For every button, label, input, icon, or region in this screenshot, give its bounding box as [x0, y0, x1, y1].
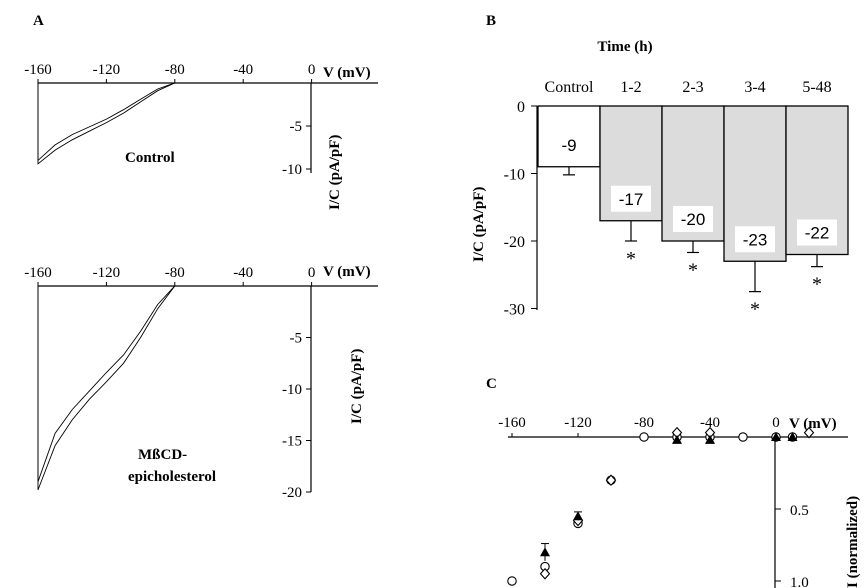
point-diamond — [803, 426, 815, 439]
current-trace-2 — [37, 82, 329, 162]
y-tick-label: -15 — [282, 434, 302, 450]
value-label-box — [797, 219, 837, 246]
x-tick-label: -40 — [233, 265, 253, 281]
panel-c-label: C — [486, 376, 497, 392]
value-label: -22 — [805, 224, 830, 243]
category-label: 5-48 — [802, 79, 831, 96]
significance-marker: * — [812, 274, 822, 296]
current-trace-2 — [37, 285, 329, 482]
y-tick-label: -5 — [290, 119, 303, 135]
y-axis-label: I/C (pA/pF) — [327, 135, 343, 210]
significance-marker: * — [688, 259, 698, 281]
annotation-line-1: MßCD- — [138, 447, 187, 463]
x-tick-label: -40 — [233, 62, 253, 78]
x-tick-label: 0 — [308, 265, 316, 281]
x-tick-label: -40 — [700, 415, 720, 431]
y-tick-label: 0.5 — [790, 503, 809, 519]
x-tick-label: -160 — [498, 415, 526, 431]
current-trace-1 — [37, 82, 329, 165]
y-tick-label: -10 — [282, 162, 302, 178]
annotation-mbcd: MßCD- epicholesterol — [128, 447, 216, 485]
chart-a-control: -160 -120 -80 -40 0 -5 -10 V (mV) I/C (pA/pF)… — [24, 62, 378, 210]
category-label: 2-3 — [682, 79, 703, 96]
x-tick-label: -160 — [24, 62, 52, 78]
chart-c-scatter: -160 -120 -80 -40 0 0.5 1.0 V (mV) I (normali… — [498, 415, 861, 588]
x-tick-label: -80 — [165, 62, 185, 78]
y-tick-label: -5 — [290, 331, 303, 347]
point-triangle — [540, 547, 550, 557]
x-tick-label: -120 — [564, 415, 592, 431]
value-label-box — [611, 185, 651, 212]
x-tick-label: 0 — [308, 62, 316, 78]
annotation-control: Control — [125, 150, 175, 166]
point-triangle — [705, 434, 715, 444]
y-tick-label: -30 — [504, 302, 525, 319]
y-tick-label: 1.0 — [790, 575, 809, 588]
significance-marker: * — [750, 299, 760, 321]
y-tick-label: -20 — [282, 485, 302, 501]
y-tick-label: -10 — [504, 167, 525, 184]
point-diamond — [539, 567, 551, 580]
panel-a-label: A — [33, 13, 44, 29]
value-label-box — [673, 206, 713, 232]
x-tick-label: -80 — [634, 415, 654, 431]
value-label-box — [549, 131, 589, 158]
value-label: -17 — [619, 190, 644, 209]
panel-b-label: B — [486, 13, 496, 29]
y-axis-label: I (normalized) — [845, 496, 861, 588]
category-label: Control — [545, 79, 594, 96]
y-axis-label: I/C (pA/pF) — [471, 187, 487, 262]
point-circle — [639, 432, 649, 442]
y-axis-label: I/C (pA/pF) — [349, 349, 365, 424]
x-tick-label: -120 — [93, 62, 121, 78]
y-tick-label: 0 — [517, 99, 525, 116]
chart-title: Time (h) — [597, 39, 652, 55]
x-tick-label: -80 — [165, 265, 185, 281]
point-diamond — [605, 474, 617, 487]
point-triangle — [771, 432, 781, 441]
category-label: 1-2 — [620, 79, 641, 96]
point-circle — [738, 432, 748, 442]
point-triangle — [672, 434, 682, 444]
point-circle — [507, 576, 517, 586]
significance-marker: * — [626, 248, 636, 270]
y-tick-label: -20 — [504, 234, 525, 251]
value-label-box — [735, 226, 775, 253]
y-tick-label: -10 — [282, 382, 302, 398]
x-axis-label: V (mV) — [323, 65, 371, 81]
x-axis-label: V (mV) — [323, 264, 371, 280]
x-tick-label: 0 — [772, 415, 780, 431]
x-tick-label: -120 — [93, 265, 121, 281]
value-label: -20 — [681, 210, 706, 229]
point-triangle — [787, 432, 798, 441]
point-triangle — [573, 511, 583, 521]
value-label: -9 — [561, 136, 576, 155]
category-label: 3-4 — [744, 79, 765, 96]
chart-b-bars: Time (h) 0 -10 -20 -30 Control -9 1-2 -17 * 2-3 -… — [471, 39, 849, 321]
x-axis-label: V (mV) — [789, 416, 837, 432]
annotation-line-2: epicholesterol — [128, 469, 216, 485]
x-tick-label: -160 — [24, 265, 52, 281]
chart-a-mbcd: -160 -120 -80 -40 0 -5 -10 -15 -20 V (mV) I/C (… — [24, 264, 378, 501]
value-label: -23 — [743, 230, 768, 249]
